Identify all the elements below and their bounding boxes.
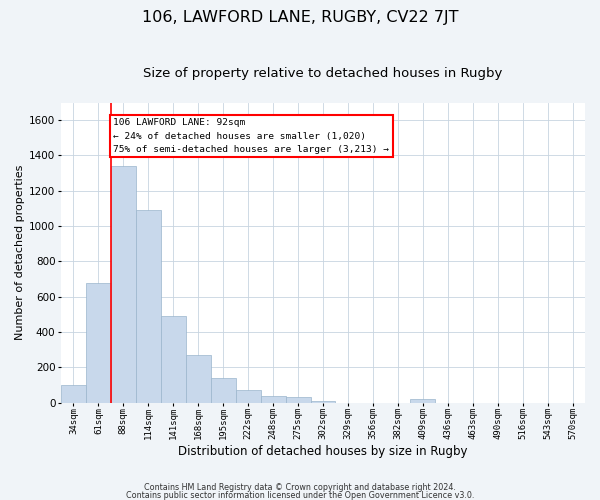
Text: Contains public sector information licensed under the Open Government Licence v3: Contains public sector information licen… xyxy=(126,491,474,500)
Bar xyxy=(410,399,435,402)
Bar xyxy=(186,355,211,403)
Bar xyxy=(161,316,186,402)
Bar xyxy=(236,390,260,402)
Y-axis label: Number of detached properties: Number of detached properties xyxy=(15,165,25,340)
Bar xyxy=(136,210,161,402)
Bar xyxy=(286,397,311,402)
Bar xyxy=(311,401,335,402)
Text: 106, LAWFORD LANE, RUGBY, CV22 7JT: 106, LAWFORD LANE, RUGBY, CV22 7JT xyxy=(142,10,458,25)
X-axis label: Distribution of detached houses by size in Rugby: Distribution of detached houses by size … xyxy=(178,444,468,458)
Bar xyxy=(111,166,136,402)
Text: 106 LAWFORD LANE: 92sqm
← 24% of detached houses are smaller (1,020)
75% of semi: 106 LAWFORD LANE: 92sqm ← 24% of detache… xyxy=(113,118,389,154)
Bar xyxy=(61,385,86,402)
Title: Size of property relative to detached houses in Rugby: Size of property relative to detached ho… xyxy=(143,68,503,80)
Text: Contains HM Land Registry data © Crown copyright and database right 2024.: Contains HM Land Registry data © Crown c… xyxy=(144,484,456,492)
Bar xyxy=(260,396,286,402)
Bar xyxy=(211,378,236,402)
Bar xyxy=(86,282,111,403)
